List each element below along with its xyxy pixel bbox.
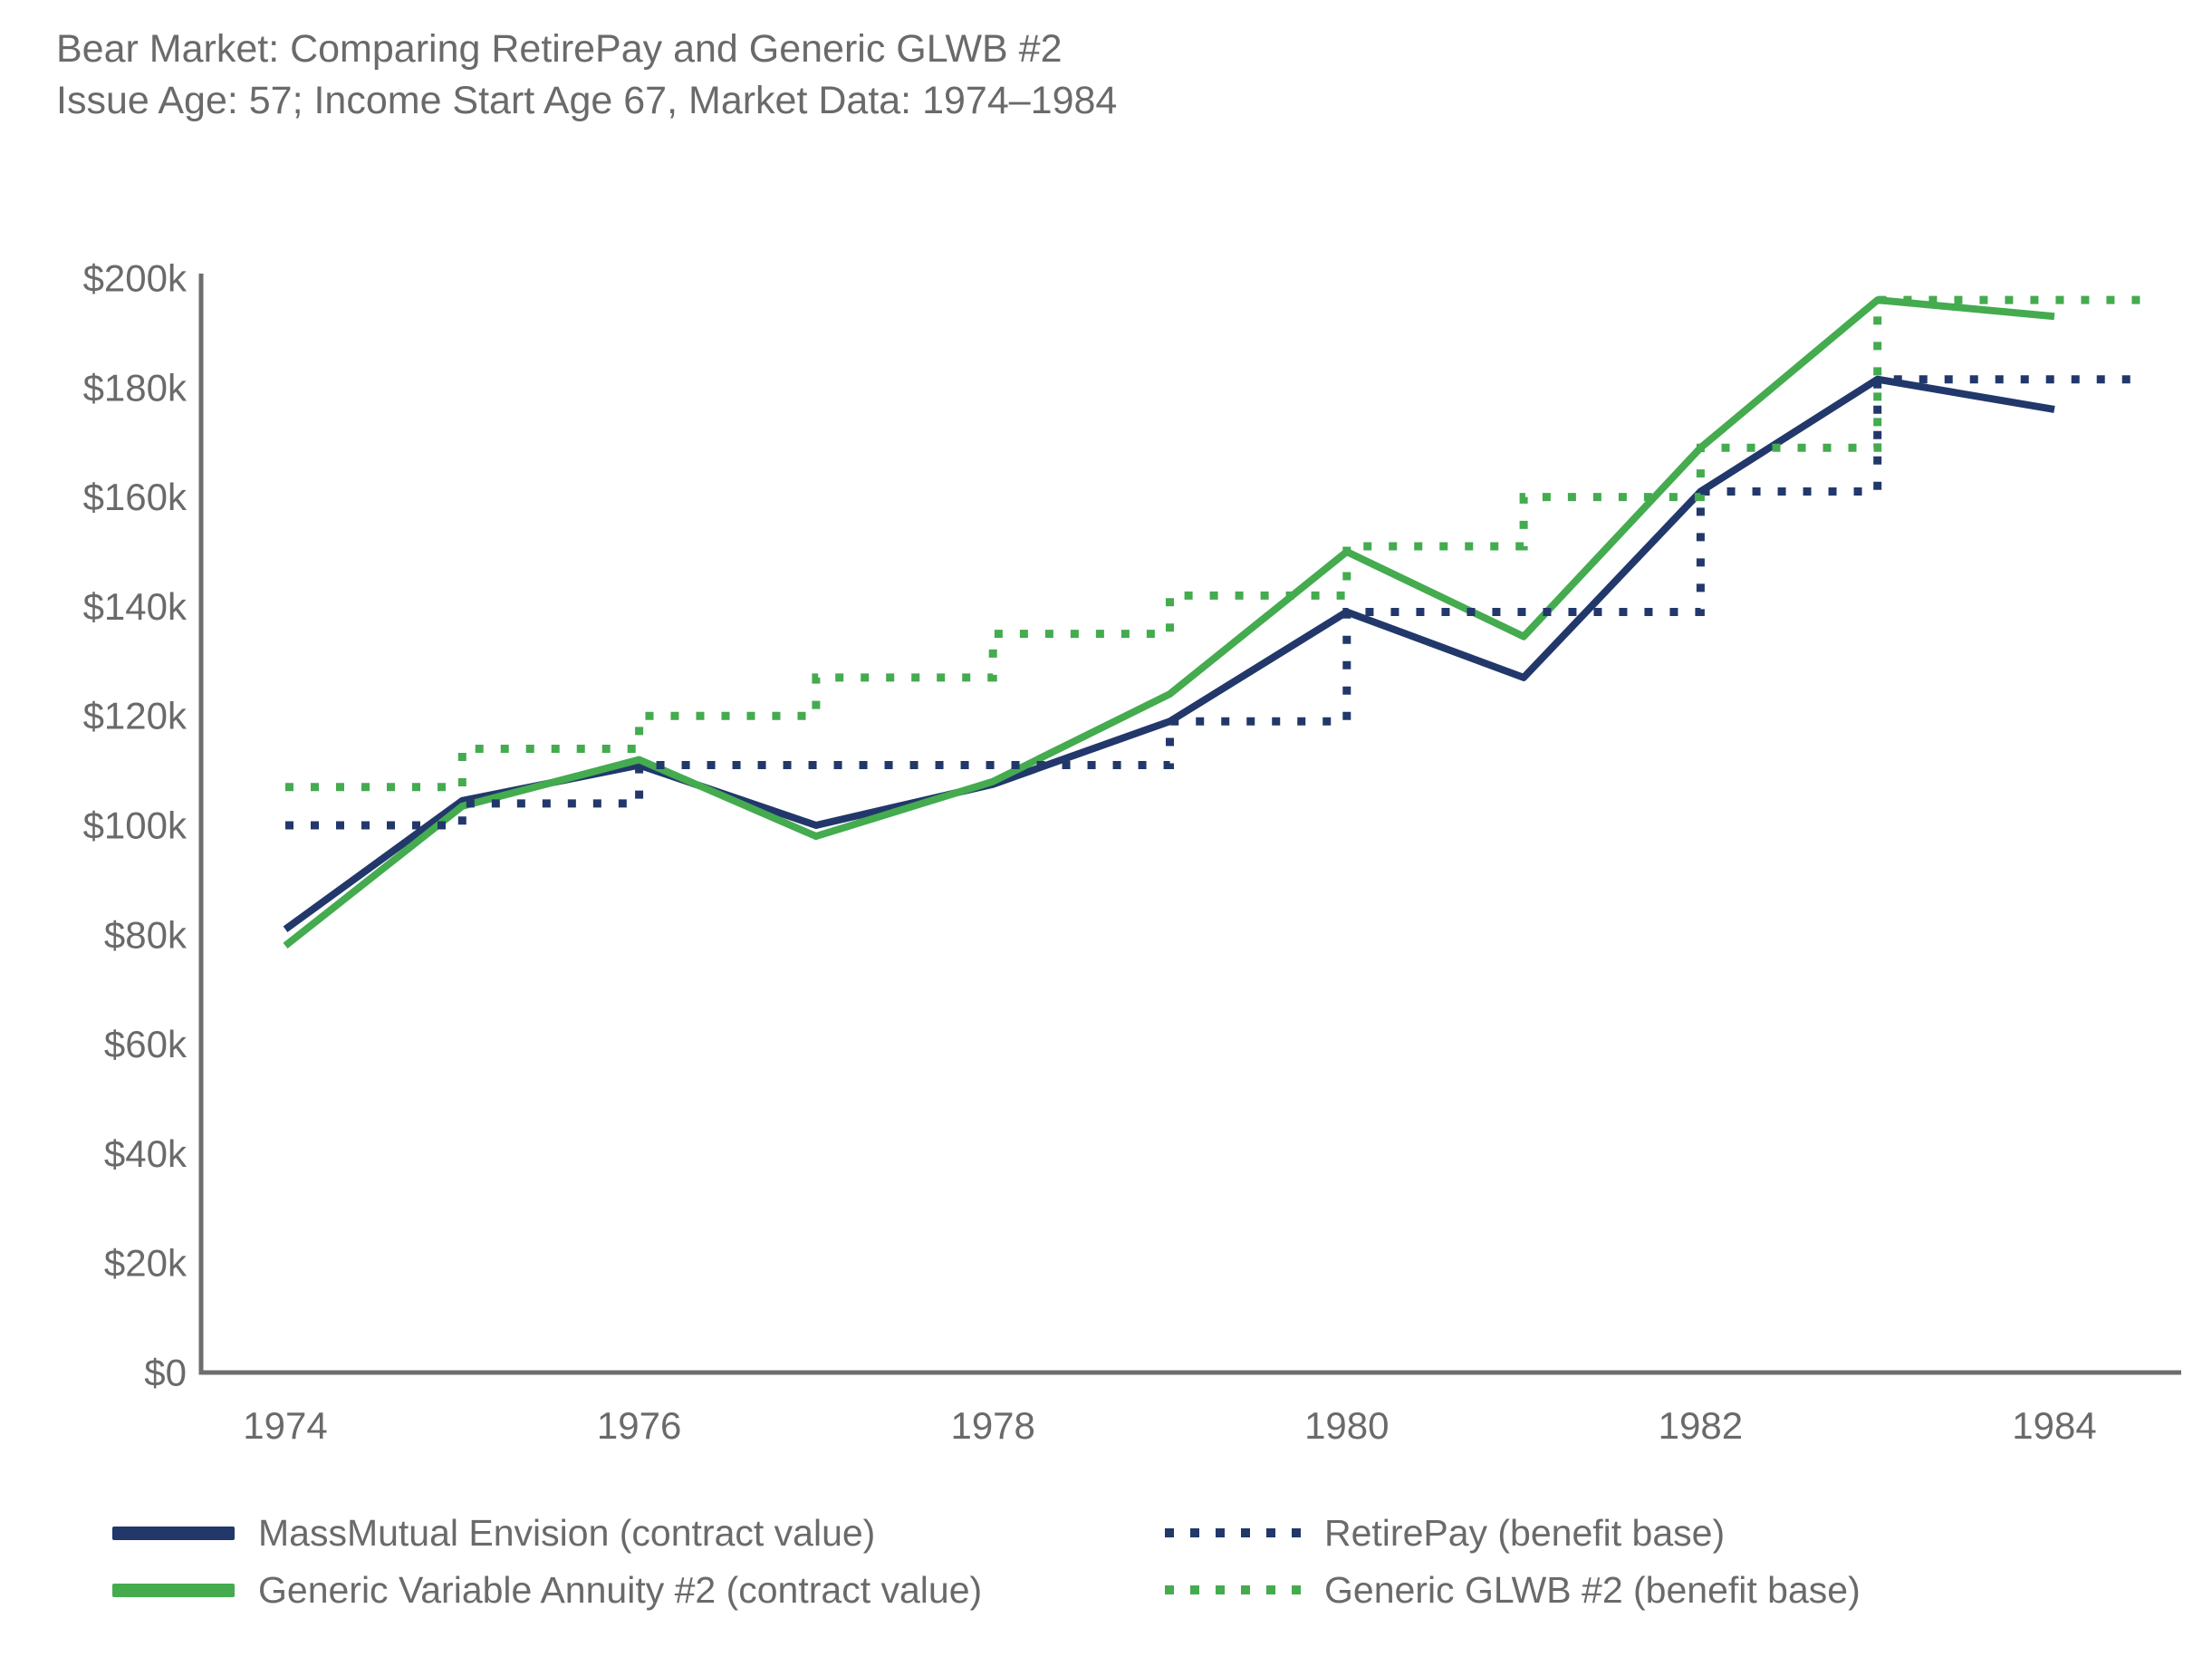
- y-tick-label: $120k: [83, 695, 188, 737]
- x-tick-label: 1978: [950, 1404, 1034, 1447]
- legend-label: Generic Variable Annuity #2 (contract va…: [258, 1568, 983, 1611]
- chart-title-block: Bear Market: Comparing RetirePay and Gen…: [56, 24, 1117, 127]
- y-tick-label: $140k: [83, 585, 188, 628]
- series-line-generic-variable-annuity-2-contract-value-: [283, 296, 2055, 949]
- legend-item-generic-va2: Generic Variable Annuity #2 (contract va…: [112, 1567, 982, 1613]
- legend-label: MassMutual Envision (contract value): [258, 1511, 876, 1554]
- y-tick-label: $160k: [83, 476, 188, 518]
- y-tick-label: $20k: [104, 1242, 188, 1285]
- legend-label: RetirePay (benefit base): [1324, 1511, 1726, 1554]
- chart-subtitle: Issue Age: 57; Income Start Age 67, Mark…: [56, 78, 1118, 122]
- x-tick-label: 1984: [2012, 1404, 2096, 1447]
- series-step-retirepay-benefit-base-: [285, 375, 2141, 830]
- series-step-generic-glwb-2-benefit-base-: [285, 295, 2141, 792]
- legend-swatch-dotted-navy: [1165, 1528, 1301, 1537]
- y-tick-label: $180k: [83, 366, 188, 409]
- y-tick-label: $80k: [104, 913, 188, 956]
- legend-swatch-solid-green: [112, 1583, 235, 1597]
- legend-item-massmutual-envision: MassMutual Envision (contract value): [112, 1510, 875, 1556]
- legend-item-generic-glwb2: Generic GLWB #2 (benefit base): [1165, 1567, 1861, 1613]
- y-tick-label: $0: [144, 1352, 187, 1394]
- legend-item-retirepay: RetirePay (benefit base): [1165, 1510, 1725, 1556]
- series-line-massmutual-envision-contract-value-: [283, 375, 2055, 932]
- x-tick-label: 1974: [243, 1404, 327, 1447]
- y-tick-label: $200k: [83, 257, 188, 300]
- x-tick-label: 1976: [597, 1404, 681, 1447]
- x-tick-label: 1980: [1304, 1404, 1389, 1447]
- y-tick-label: $100k: [83, 804, 188, 847]
- legend-swatch-solid-navy: [112, 1526, 235, 1540]
- y-tick-label: $40k: [104, 1132, 188, 1175]
- legend-label: Generic GLWB #2 (benefit base): [1324, 1568, 1861, 1611]
- y-tick-label: $60k: [104, 1023, 188, 1065]
- x-tick-label: 1982: [1659, 1404, 1743, 1447]
- legend-swatch-dotted-green: [1165, 1585, 1301, 1594]
- chart-title: Bear Market: Comparing RetirePay and Gen…: [56, 27, 1063, 71]
